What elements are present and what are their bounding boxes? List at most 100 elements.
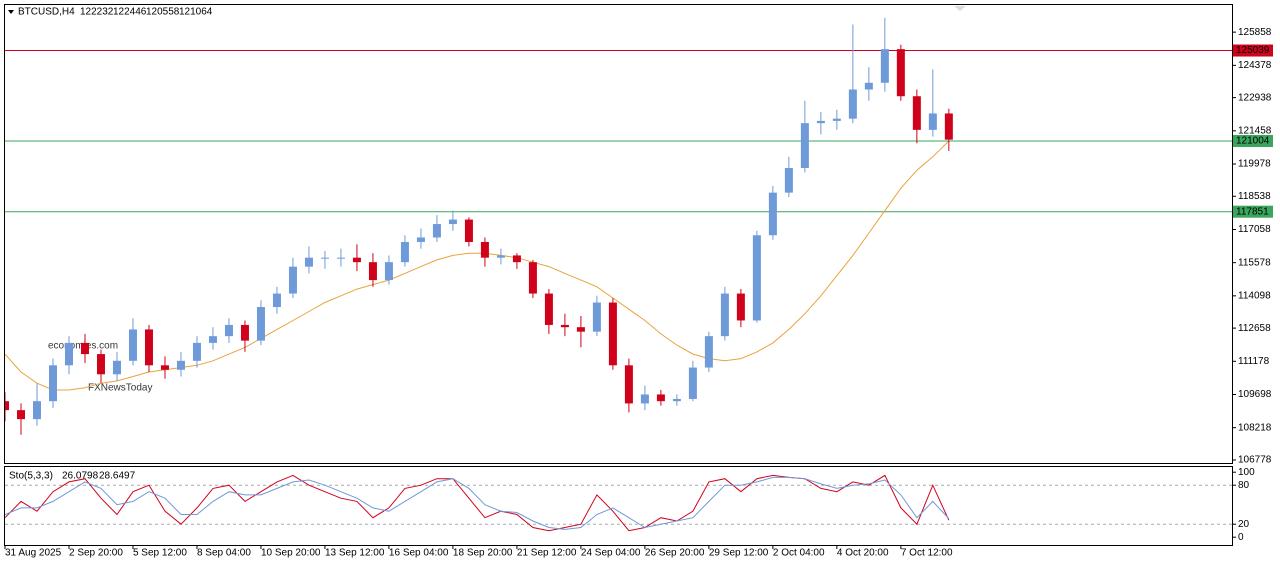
candle-body (368, 262, 377, 281)
y-tick-label: 100 (1238, 467, 1255, 478)
shift-marker (954, 6, 966, 11)
x-tick-label: 8 Sep 04:00 (197, 548, 251, 559)
candle-body (96, 354, 105, 375)
candle-body (240, 324, 249, 341)
watermark-text: FXNewsToday (88, 383, 152, 394)
candle-body (448, 219, 457, 225)
candle-body (80, 342, 89, 355)
candle-body (208, 336, 217, 343)
candle-body (928, 113, 937, 130)
candle-body (464, 219, 473, 242)
y-tick-label: 112658 (1238, 323, 1271, 334)
candle-body (432, 224, 441, 238)
series-line (5, 140, 950, 391)
sub-plot (5, 474, 1232, 532)
candle-body (64, 342, 73, 366)
y-tick-label: 124378 (1238, 60, 1272, 71)
candle-body (688, 367, 697, 399)
x-tick-label: 2 Oct 04:00 (773, 548, 825, 559)
candle-body (480, 241, 489, 258)
candle-body (880, 49, 889, 83)
level-tag (1233, 44, 1273, 57)
x-tick-label: 21 Sep 12:00 (517, 548, 577, 559)
y-tick-label: 119978 (1238, 159, 1271, 170)
symbol: BTCUSD,H4 (18, 7, 75, 18)
candle-body (800, 123, 809, 168)
candle-body (912, 96, 921, 130)
x-tick-label: 10 Sep 20:00 (261, 548, 321, 559)
candle-body (704, 336, 713, 368)
candle-body (640, 394, 649, 404)
x-tick-label: 29 Sep 12:00 (709, 548, 769, 559)
y-tick-label: 115578 (1238, 257, 1271, 268)
y-tick-label: 122938 (1238, 92, 1272, 103)
x-tick-label: 16 Sep 04:00 (389, 548, 449, 559)
y-tick-label: 106778 (1238, 455, 1272, 466)
candle-body (304, 257, 313, 267)
candle-body (864, 82, 873, 90)
candle-body (160, 365, 169, 370)
y-tick-label: 109698 (1238, 389, 1272, 400)
candle-body (192, 342, 201, 361)
y-tick-label: 0 (1238, 532, 1244, 543)
ohlc-value: 122446 (113, 7, 147, 18)
indicator-title: Sto(5,3,3) (9, 471, 53, 482)
indicator-value: 28.6497 (99, 471, 136, 482)
level-tag (1233, 205, 1273, 218)
x-tick-label: 13 Sep 12:00 (325, 548, 385, 559)
x-tick-label: 31 Aug 2025 (5, 548, 62, 559)
candle-body (752, 235, 761, 321)
candle-body (176, 360, 185, 370)
level-label: 117851 (1236, 206, 1269, 217)
y-tick-label: 117058 (1238, 224, 1271, 235)
menu-arrow[interactable] (8, 10, 14, 14)
candle-body (816, 120, 825, 124)
ohlc-value: 121064 (179, 7, 213, 18)
candle-body (608, 302, 617, 366)
candle-body (384, 262, 393, 281)
main-plot (5, 17, 1232, 435)
y-tick-label: 121458 (1238, 125, 1272, 136)
candle-body (592, 302, 601, 332)
candle-body (32, 401, 41, 420)
main-frame (4, 4, 1233, 464)
candle-body (5, 401, 9, 411)
x-tick-label: 26 Sep 20:00 (645, 548, 705, 559)
candle-body (48, 365, 57, 402)
candle-body (336, 257, 345, 259)
candle-body (672, 398, 681, 402)
candle-body (576, 327, 585, 332)
series-line (5, 476, 950, 530)
candle-body (416, 237, 425, 242)
candle-body (224, 324, 233, 337)
ohlc-value: 122232 (80, 7, 114, 18)
candle-body (560, 324, 569, 328)
candle-body (16, 410, 25, 420)
candle-body (144, 329, 153, 366)
candle-body (512, 255, 521, 263)
candle-body (128, 329, 137, 361)
indicator-value: 26.0798 (62, 471, 99, 482)
x-tick-label: 2 Sep 20:00 (69, 548, 123, 559)
y-tick-label: 80 (1238, 480, 1250, 491)
y-tick-label: 20 (1238, 519, 1250, 530)
level-label: 121004 (1236, 136, 1270, 147)
candle-body (896, 49, 905, 97)
candle-body (288, 266, 297, 294)
level-label: 125039 (1236, 45, 1270, 56)
candle-body (736, 293, 745, 321)
y-tick-label: 108218 (1238, 422, 1272, 433)
x-tick-label: 5 Sep 12:00 (133, 548, 187, 559)
x-tick-label: 7 Oct 12:00 (901, 548, 953, 559)
y-tick-label: 118538 (1238, 191, 1271, 202)
candle-body (720, 293, 729, 337)
y-tick-label: 125858 (1238, 27, 1272, 38)
candle-body (272, 293, 281, 308)
candle-body (528, 262, 537, 294)
x-tick-label: 18 Sep 20:00 (453, 548, 513, 559)
candle-body (656, 394, 665, 402)
candle-body (320, 257, 329, 259)
candle-body (496, 255, 505, 258)
